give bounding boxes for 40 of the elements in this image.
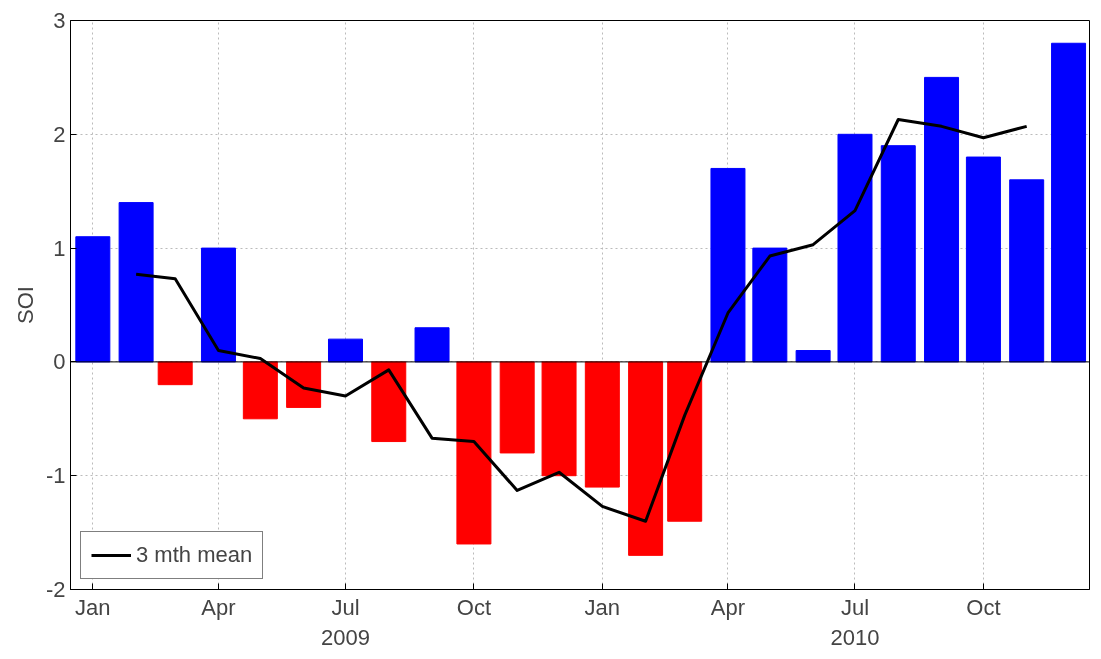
y-tick-label: 2 [53,121,66,147]
bar [456,361,492,545]
bar [710,167,746,363]
bar [880,145,916,363]
bar [628,361,664,556]
bar [286,361,322,408]
y-tick-label: 1 [53,235,66,261]
bar [75,236,111,363]
x-tick-label: Apr [710,594,746,620]
x-tick-label: Jan [584,594,621,620]
bar [837,133,873,363]
y-tick-label: 3 [53,8,66,33]
x-tick-label: Jul 2009 [321,594,370,650]
bar [371,361,407,443]
bar [795,350,831,363]
bar [924,76,960,363]
bar [414,327,450,363]
y-tick-label: -2 [45,577,66,602]
bar [752,247,788,363]
bar [1051,42,1087,363]
bar [118,202,154,363]
y-tick-label: 0 [53,349,66,375]
bar [667,361,703,522]
bar [965,156,1001,363]
bar [157,361,193,386]
bar [584,361,620,488]
bar [499,361,535,454]
x-tick-label: Jan [75,594,111,620]
legend-label: 3 mth mean [136,542,253,568]
y-axis-title: SOI [12,286,38,324]
x-tick-label: Jul 2010 [830,594,880,650]
x-tick-label: Oct [966,594,1001,620]
x-tick-label: Oct [456,594,492,620]
x-tick-label: Apr [201,594,236,620]
y-tick-label: -1 [45,463,66,489]
bar [541,361,577,477]
bar [1009,179,1045,363]
bar [242,361,278,420]
bar [200,247,236,363]
bar [327,338,363,363]
